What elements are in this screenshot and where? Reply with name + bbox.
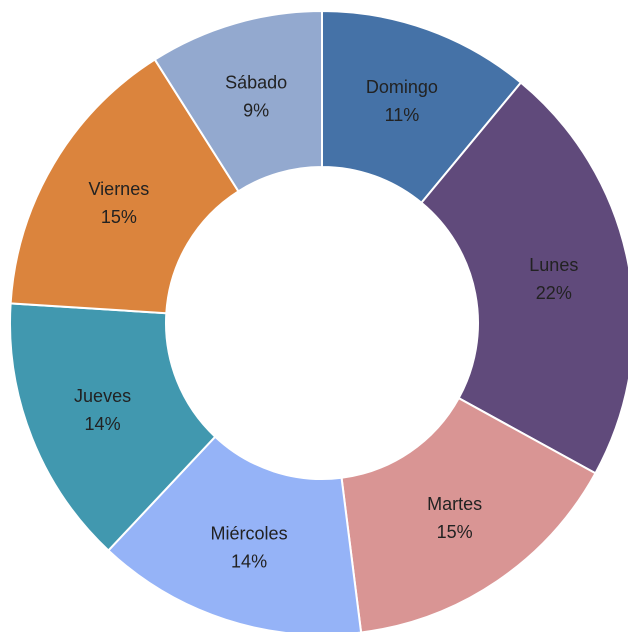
slice-sabado	[153, 9, 323, 193]
slice-label-miercoles: Miércoles	[211, 523, 288, 543]
slice-value-miercoles: 14%	[231, 551, 267, 571]
slice-miercoles	[107, 435, 363, 632]
slice-value-sabado: 9%	[243, 100, 269, 120]
donut-labels: Domingo 11% Lunes 22% Martes 15% Miércoles 14% J…	[74, 72, 578, 571]
slice-martes	[340, 396, 597, 632]
slice-label-jueves: Jueves	[74, 386, 131, 406]
slice-label-viernes: Viernes	[89, 179, 150, 199]
slice-viernes	[9, 58, 240, 315]
donut-slices	[9, 9, 628, 632]
slice-label-sabado: Sábado	[225, 72, 287, 92]
slice-jueves	[9, 302, 217, 552]
slice-label-martes: Martes	[427, 494, 482, 514]
slice-label-lunes: Lunes	[529, 255, 578, 275]
slice-lunes	[420, 81, 628, 475]
slice-label-domingo: Domingo	[366, 77, 438, 97]
slice-value-lunes: 22%	[536, 283, 572, 303]
slice-value-domingo: 11%	[385, 105, 420, 125]
slice-value-jueves: 14%	[85, 414, 121, 434]
slice-value-martes: 15%	[437, 522, 473, 542]
slice-value-viernes: 15%	[101, 207, 137, 227]
